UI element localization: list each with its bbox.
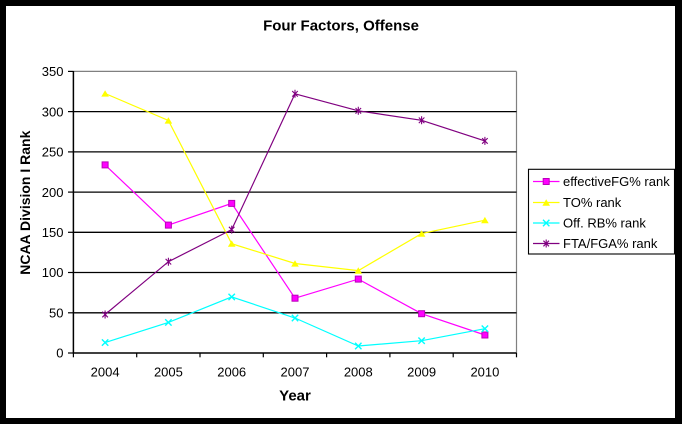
svg-text:NCAA Division I Rank: NCAA Division I Rank <box>17 130 33 274</box>
svg-text:2008: 2008 <box>344 365 373 380</box>
svg-text:2010: 2010 <box>470 365 499 380</box>
svg-text:2006: 2006 <box>217 365 246 380</box>
svg-text:Four Factors, Offense: Four Factors, Offense <box>263 18 419 35</box>
svg-text:Off. RB% rank: Off. RB% rank <box>563 216 646 231</box>
svg-text:2005: 2005 <box>154 365 183 380</box>
svg-text:Year: Year <box>279 388 311 405</box>
svg-text:effectiveFG% rank: effectiveFG% rank <box>563 174 670 189</box>
svg-text:2007: 2007 <box>281 365 310 380</box>
svg-text:0: 0 <box>56 346 63 361</box>
svg-text:150: 150 <box>42 225 64 240</box>
svg-text:250: 250 <box>42 145 64 160</box>
svg-text:TO% rank: TO% rank <box>563 195 622 210</box>
svg-text:350: 350 <box>42 64 64 79</box>
svg-text:FTA/FGA% rank: FTA/FGA% rank <box>563 236 658 251</box>
svg-text:300: 300 <box>42 104 64 119</box>
svg-text:50: 50 <box>49 306 63 321</box>
svg-text:2009: 2009 <box>407 365 436 380</box>
svg-text:2004: 2004 <box>91 365 120 380</box>
svg-text:100: 100 <box>42 265 64 280</box>
svg-text:200: 200 <box>42 185 64 200</box>
